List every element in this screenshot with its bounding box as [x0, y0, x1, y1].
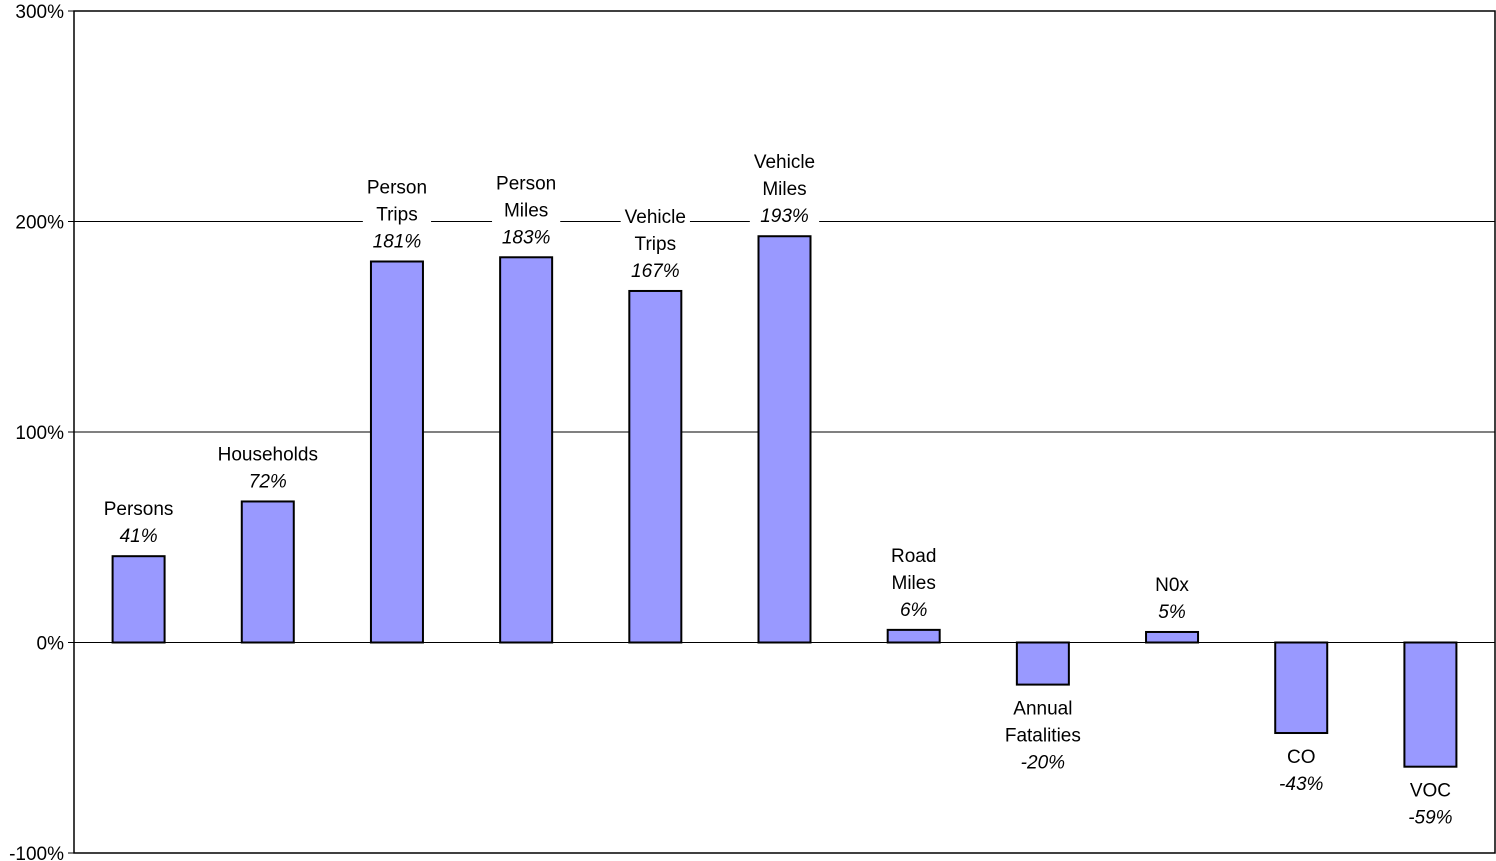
category-label: Road [891, 546, 936, 567]
label-background [620, 203, 690, 283]
category-label: Person [367, 177, 427, 198]
label-background [749, 149, 820, 229]
y-tick-label: 300% [15, 2, 64, 23]
data-label: -59% [1408, 808, 1452, 829]
label-background [99, 496, 178, 549]
bar [369, 260, 424, 644]
category-label: VOC [1410, 781, 1451, 802]
bar [1403, 641, 1458, 768]
category-label: Trips [376, 204, 418, 225]
bar-label: Road Miles 6% [886, 542, 941, 622]
plot-area-border [73, 10, 1496, 854]
category-label: Vehicle [625, 207, 686, 228]
bar-label: Vehicle Trips 167% [620, 203, 690, 283]
bar-label: Annual Fatalities -20% [1000, 695, 1085, 775]
bar-label: VOC -59% [1404, 777, 1457, 830]
category-label: Annual [1013, 699, 1072, 720]
label-background [1000, 695, 1085, 775]
data-label: 183% [502, 227, 551, 248]
label-background [492, 170, 561, 250]
category-label: N0x [1155, 575, 1189, 596]
bar [1274, 641, 1329, 735]
label-background [886, 542, 941, 622]
bar-label: Vehicle Miles 193% [749, 149, 820, 229]
category-label: Miles [762, 179, 806, 200]
bar [1145, 630, 1200, 644]
y-tick-label: 200% [15, 213, 64, 234]
data-label: 6% [900, 600, 928, 621]
bar-labels: Persons41%Households72%PersonTrips181%Pe… [99, 149, 1457, 830]
bar [499, 256, 554, 644]
y-axis-tick-labels: 300% 200% 100% 0% -100% [9, 2, 64, 861]
label-background [1404, 777, 1457, 830]
category-label: Fatalities [1005, 726, 1081, 747]
bar [628, 289, 683, 644]
data-label: 181% [373, 231, 422, 252]
category-label: Miles [504, 200, 548, 221]
bar-label: Households 72% [213, 441, 322, 494]
data-label: 193% [760, 206, 809, 227]
data-label: 5% [1158, 602, 1186, 623]
category-label: Households [218, 444, 318, 465]
bar-label: Persons 41% [99, 496, 178, 549]
bar-label: Person Trips 181% [362, 174, 432, 254]
bar [757, 235, 812, 644]
category-label: CO [1287, 747, 1316, 768]
data-label: 167% [631, 261, 680, 282]
bar-label: CO -43% [1274, 744, 1328, 797]
data-label: -20% [1021, 753, 1065, 774]
bars [111, 235, 1458, 768]
category-label: Trips [635, 234, 677, 255]
label-background [1274, 744, 1328, 797]
bar-label: Person Miles 183% [492, 170, 561, 250]
label-background [213, 441, 322, 494]
category-label: Persons [104, 499, 174, 520]
y-tick-label: 100% [15, 423, 64, 444]
category-label: Miles [892, 573, 936, 594]
bar [240, 500, 295, 644]
bar [886, 628, 941, 644]
label-background [362, 174, 432, 254]
bar [111, 555, 166, 644]
y-tick-label: 0% [37, 634, 65, 655]
category-label: Person [496, 173, 556, 194]
data-label: 72% [249, 471, 287, 492]
category-label: Vehicle [754, 152, 815, 173]
data-label: 41% [120, 526, 158, 547]
bar [1015, 641, 1070, 686]
data-label: -43% [1279, 774, 1323, 795]
y-tick-label: -100% [9, 844, 64, 861]
label-background [1150, 571, 1194, 624]
